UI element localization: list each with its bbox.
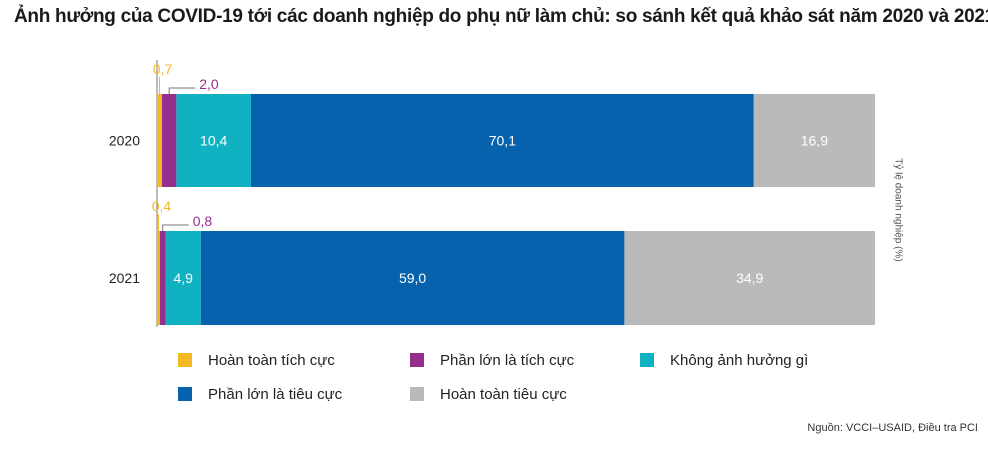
data-label: 70,1	[489, 133, 516, 149]
bar-segment	[624, 231, 875, 325]
legend-swatch	[410, 387, 424, 401]
bar-segment	[157, 231, 160, 325]
chart-title: Ảnh hưởng của COVID-19 tới các doanh ngh…	[14, 6, 988, 27]
bar-segment	[159, 231, 166, 325]
data-label: 16,9	[801, 133, 828, 149]
data-label-leader	[168, 87, 196, 94]
legend-swatch	[640, 353, 654, 367]
data-label: 0,4	[152, 198, 172, 214]
data-label: 4,9	[173, 270, 193, 286]
data-label-leader	[162, 224, 189, 231]
bar-segment	[176, 94, 251, 187]
legend-swatch	[178, 387, 192, 401]
bar-segment	[753, 94, 875, 187]
data-label: 0,7	[153, 61, 173, 77]
bar-segment	[250, 94, 754, 187]
legend-item-mostly-negative: Phần lớn là tiêu cực	[178, 384, 342, 404]
category-label: 2020	[109, 133, 140, 149]
bar-segment	[200, 231, 625, 325]
legend-label: Phần lớn là tích cực	[440, 351, 575, 369]
data-label: 34,9	[736, 270, 763, 286]
legend-item-fully-positive: Hoàn toàn tích cực	[178, 350, 335, 370]
bar-segment	[157, 94, 163, 187]
legend-item-no-impact: Không ảnh hưởng gì	[640, 350, 808, 370]
data-label: 2,0	[199, 76, 219, 92]
data-label: 59,0	[399, 270, 426, 286]
legend-label: Hoàn toàn tích cực	[208, 351, 335, 369]
legend-label: Hoàn toàn tiêu cực	[440, 385, 567, 403]
legend-swatch	[410, 353, 424, 367]
legend-swatch	[178, 353, 192, 367]
data-label: 10,4	[200, 133, 227, 149]
category-label: 2021	[109, 270, 140, 286]
source-note: Nguồn: VCCI–USAID, Điều tra PCI	[807, 422, 978, 434]
legend-label: Phần lớn là tiêu cực	[208, 385, 343, 403]
bar-segment	[162, 94, 177, 187]
legend-item-mostly-positive: Phần lớn là tích cực	[410, 350, 574, 370]
bar-segment	[165, 231, 201, 325]
legend-label: Không ảnh hưởng gì	[670, 351, 809, 369]
data-label: 0,8	[193, 213, 213, 229]
y-axis-title: Tỷ lệ doanh nghiệp (%)	[892, 158, 904, 262]
legend-item-fully-negative: Hoàn toàn tiêu cực	[410, 384, 567, 404]
